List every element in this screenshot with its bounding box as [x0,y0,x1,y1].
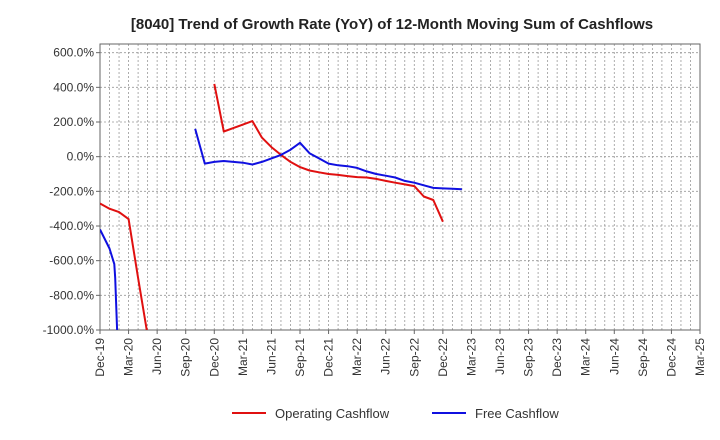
x-tick-label: Mar-23 [464,338,478,376]
x-tick-label: Sep-24 [636,338,650,377]
x-tick-label: Mar-25 [693,338,707,376]
x-tick-label: Dec-22 [436,338,450,377]
y-tick-label: -400.0% [49,219,94,233]
y-axis: 600.0% 400.0% 200.0% 0.0% -200.0% -400.0% -600… [43,46,100,337]
y-tick-label: 400.0% [53,80,94,94]
x-tick-label: Sep-21 [293,338,307,377]
legend-label-free-cashflow: Free Cashflow [475,406,559,421]
legend-label-operating-cashflow: Operating Cashflow [275,406,390,421]
x-tick-label: Jun-21 [264,338,278,375]
series-group [100,83,462,330]
plot-area [99,43,701,331]
chart-title: [8040] Trend of Growth Rate (YoY) of 12-… [131,16,653,33]
y-tick-label: -1000.0% [43,323,95,337]
x-tick-label: Dec-20 [207,338,221,377]
x-tick-label: Mar-21 [236,338,250,376]
y-tick-label: -200.0% [49,184,94,198]
series-line-free-cashflow [100,128,462,330]
x-tick-label: Sep-20 [179,338,193,377]
y-tick-label: -800.0% [49,288,94,302]
y-tick-label: 600.0% [53,46,94,60]
y-tick-label: 200.0% [53,115,94,129]
series-line-operating-cashflow [100,83,444,330]
x-tick-label: Mar-24 [579,338,593,376]
x-axis: Dec-19 Mar-20 Jun-20 Sep-20 Dec-20 Mar-21 Jun-… [93,330,707,377]
x-tick-label: Mar-20 [122,338,136,376]
legend: Operating Cashflow Free Cashflow [232,406,559,421]
y-tick-label: 0.0% [67,150,95,164]
x-tick-label: Jun-20 [150,338,164,375]
x-tick-label: Dec-21 [322,338,336,377]
x-tick-label: Jun-22 [379,338,393,375]
y-tick-label: -600.0% [49,254,94,268]
x-tick-label: Mar-22 [350,338,364,376]
x-tick-label: Dec-24 [664,338,678,377]
x-tick-label: Dec-23 [550,338,564,377]
x-tick-label: Sep-22 [407,338,421,377]
grid [99,44,701,331]
x-tick-label: Sep-23 [522,338,536,377]
x-tick-label: Jun-24 [607,338,621,375]
x-tick-label: Jun-23 [493,338,507,375]
x-tick-label: Dec-19 [93,338,107,377]
